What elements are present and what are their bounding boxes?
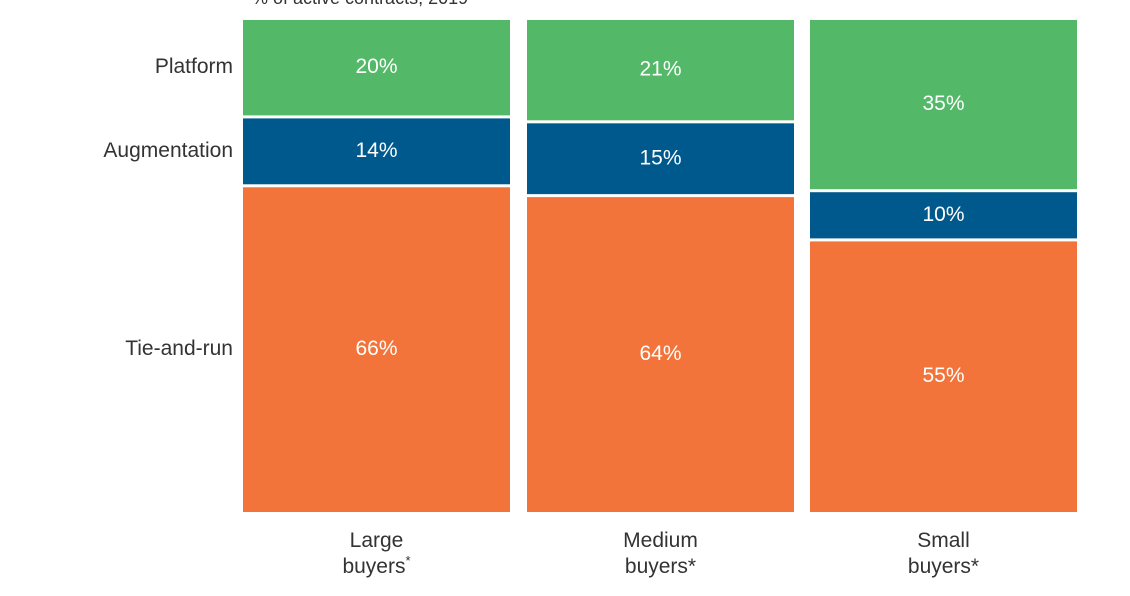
- value-label-augmentation-small: 10%: [922, 203, 964, 226]
- value-label-tie-and-run-medium: 64%: [639, 342, 681, 365]
- bar-segment-platform-small: [810, 20, 1077, 190]
- value-label-tie-and-run-large: 66%: [355, 337, 397, 360]
- bars-layer: [243, 20, 1077, 512]
- value-label-augmentation-large: 14%: [355, 139, 397, 162]
- bar-segment-platform-large: [243, 20, 510, 116]
- chart-subtitle: % of active contracts, 2019: [252, 0, 468, 8]
- value-labels-layer: 20% 14% 66% 21% 15% 64% 35% 10% 55%: [355, 55, 964, 387]
- bar-segment-augmentation-medium: [527, 123, 794, 195]
- category-label-large: Large buyers*: [342, 529, 410, 578]
- value-label-platform-large: 20%: [355, 55, 397, 78]
- value-label-platform-medium: 21%: [639, 58, 681, 81]
- value-label-tie-and-run-small: 55%: [922, 364, 964, 387]
- legend-label-platform: Platform: [155, 55, 233, 78]
- value-label-platform-small: 35%: [922, 92, 964, 115]
- x-axis-labels-layer: Large buyers* Medium buyers* Small buyers*: [342, 529, 979, 578]
- bar-segment-tie-and-run-small: [810, 241, 1077, 512]
- legend-label-augmentation: Augmentation: [103, 139, 233, 162]
- value-label-augmentation-medium: 15%: [639, 146, 681, 169]
- bar-segment-tie-and-run-medium: [527, 197, 794, 512]
- legend-layer: Platform Augmentation Tie-and-run: [103, 55, 233, 360]
- bar-segment-augmentation-large: [243, 118, 510, 185]
- bar-segment-tie-and-run-large: [243, 187, 510, 512]
- bar-segment-platform-medium: [527, 20, 794, 121]
- category-label-medium: Medium buyers*: [623, 529, 698, 578]
- legend-label-tie-and-run: Tie-and-run: [125, 337, 233, 360]
- bar-segment-augmentation-small: [810, 192, 1077, 239]
- category-label-small: Small buyers*: [908, 529, 979, 578]
